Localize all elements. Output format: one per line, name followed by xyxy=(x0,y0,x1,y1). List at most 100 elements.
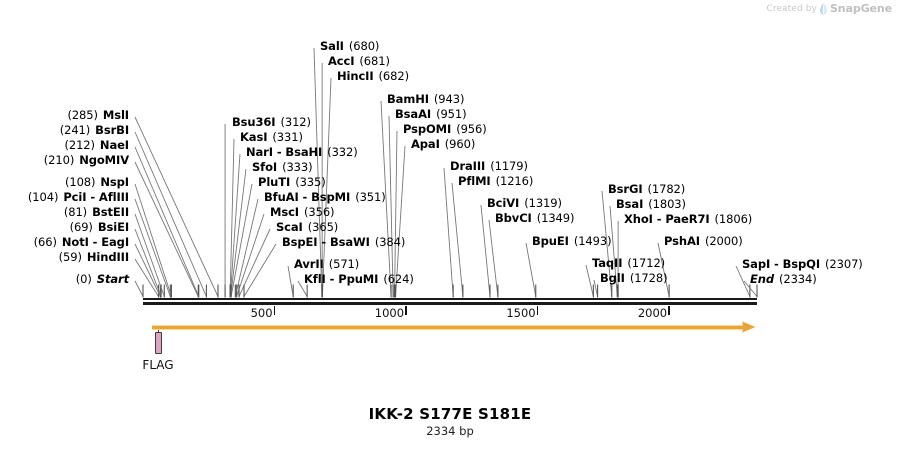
enzyme-label-hincii[interactable]: HincII (682) xyxy=(337,69,410,83)
leader-line-pluti xyxy=(230,183,253,297)
enzyme-position: (624) xyxy=(383,272,414,286)
enzyme-label-bsiei[interactable]: (69) BsiEI xyxy=(69,220,130,234)
enzyme-label-sapi[interactable]: SapI - BspQI (2307) xyxy=(742,257,863,271)
enzyme-name: BpuEI xyxy=(532,234,569,248)
enzyme-label-bbvci[interactable]: BbvCI (1349) xyxy=(495,212,574,224)
ruler-tick xyxy=(668,306,670,315)
enzyme-position: (356) xyxy=(304,205,335,219)
enzyme-label-nari[interactable]: NarI - BsaHI (332) xyxy=(246,145,358,159)
enzyme-position: (956) xyxy=(456,122,487,136)
enzyme-label-kasi[interactable]: KasI (331) xyxy=(240,130,303,144)
enzyme-name-separator: - xyxy=(272,145,286,159)
enzyme-label-bpuei[interactable]: BpuEI (1493) xyxy=(532,234,612,248)
enzyme-label-xhoi[interactable]: XhoI - PaeR7I (1806) xyxy=(624,212,753,226)
enzyme-label-msci[interactable]: MscI (356) xyxy=(270,205,335,219)
leader-line-avrii xyxy=(287,265,294,297)
enzyme-label-bsu36i[interactable]: Bsu36I (312) xyxy=(232,115,311,129)
enzyme-label-kflii[interactable]: KflI - PpuMI (624) xyxy=(304,272,414,286)
enzyme-label-bfuai[interactable]: BfuAI - BspMI (351) xyxy=(264,191,386,203)
enzyme-position: (1806) xyxy=(714,212,753,226)
enzyme-name: SapI xyxy=(742,257,771,271)
ruler-tick-label: 1000 xyxy=(374,306,405,320)
enzyme-name: AflIII xyxy=(98,190,129,204)
enzyme-name-separator: - xyxy=(86,190,99,204)
leader-line-bbvci xyxy=(488,219,499,297)
enzyme-position: (59) xyxy=(58,250,82,264)
leader-line-bsrbi xyxy=(134,131,207,297)
enzyme-label-bsrgi[interactable]: BsrGI (1782) xyxy=(608,183,685,195)
enzyme-name: KasI xyxy=(240,130,268,144)
enzyme-label-bamhi[interactable]: BamHI (943) xyxy=(387,93,464,105)
enzyme-name: MslI xyxy=(102,108,129,122)
enzyme-label-apai[interactable]: ApaI (960) xyxy=(411,138,475,150)
ruler-tick-label: 500 xyxy=(250,306,273,320)
enzyme-label-taqii[interactable]: TaqII (1712) xyxy=(592,257,665,269)
ruler-tick-label: 1500 xyxy=(506,306,536,320)
enzyme-name: Bsu36I xyxy=(232,115,276,129)
enzyme-name: PciI xyxy=(63,190,87,204)
ruler-tick xyxy=(405,306,407,315)
enzyme-name: BciVI xyxy=(487,196,520,210)
enzyme-name: DraIII xyxy=(450,159,486,173)
enzyme-label-end[interactable]: End (2334) xyxy=(750,273,817,285)
enzyme-label-bsai[interactable]: BsaI (1803) xyxy=(616,198,686,210)
enzyme-name: NotI xyxy=(61,235,89,249)
enzyme-label-acci[interactable]: AccI (681) xyxy=(328,54,390,68)
enzyme-position: (66) xyxy=(33,235,57,249)
enzyme-label-bsaai[interactable]: BsaAI (951) xyxy=(395,107,467,121)
enzyme-position: (69) xyxy=(69,220,93,234)
leader-line-bspei xyxy=(243,243,277,297)
enzyme-name: AccI xyxy=(328,54,355,68)
enzyme-label-sali[interactable]: SalI (680) xyxy=(320,40,379,52)
enzyme-label-bcivi[interactable]: BciVI (1319) xyxy=(487,196,562,210)
enzyme-label-ngomiv[interactable]: (210) NgoMIV xyxy=(44,154,129,166)
leader-line-draiii xyxy=(443,167,454,297)
enzyme-label-avrii[interactable]: AvrII (571) xyxy=(294,257,360,271)
enzyme-label-msli[interactable]: (285) MslI xyxy=(67,108,129,122)
enzyme-label-scai[interactable]: ScaI (365) xyxy=(276,220,339,234)
enzyme-position: (682) xyxy=(378,69,410,83)
enzyme-label-hindiii[interactable]: (59) HindIII xyxy=(58,250,129,264)
enzyme-name: BsrBI xyxy=(95,123,129,137)
enzyme-position: (365) xyxy=(307,220,339,234)
enzyme-label-nspi[interactable]: (108) NspI xyxy=(65,176,129,188)
enzyme-name: KflI xyxy=(304,272,326,286)
leader-line-scai xyxy=(238,228,271,297)
flag-feature-box[interactable] xyxy=(155,332,162,354)
snapgene-watermark: Created by SnapGene xyxy=(766,2,892,15)
enzyme-label-pspomi[interactable]: PspOMI (956) xyxy=(403,122,487,136)
enzyme-position: (2000) xyxy=(704,234,743,248)
enzyme-label-sfoi[interactable]: SfoI (333) xyxy=(252,160,313,174)
enzyme-name-separator: - xyxy=(325,272,339,286)
sequence-backbone-bottom xyxy=(143,301,757,305)
enzyme-label-noti[interactable]: (66) NotI - EagI xyxy=(33,235,129,249)
enzyme-name: BglI xyxy=(600,271,625,285)
enzyme-name: BsaAI xyxy=(395,107,432,121)
enzyme-position: (333) xyxy=(282,160,313,174)
enzyme-label-pcii[interactable]: (104) PciI - AflIII xyxy=(28,190,129,204)
leader-line-start xyxy=(134,280,144,297)
enzyme-label-pluti[interactable]: PluTI (335) xyxy=(258,176,326,188)
enzyme-label-pflmi[interactable]: PflMI (1216) xyxy=(458,174,533,188)
enzyme-label-bgli[interactable]: BglI (1728) xyxy=(600,271,668,285)
orf-arrow[interactable] xyxy=(152,321,757,333)
enzyme-label-bspei[interactable]: BspEI - BsaWI (384) xyxy=(282,236,405,248)
enzyme-label-naei[interactable]: (212) NaeI xyxy=(64,139,129,151)
enzyme-position: (571) xyxy=(328,257,360,271)
enzyme-position: (0) xyxy=(75,272,92,286)
enzyme-label-start[interactable]: (0) Start xyxy=(75,272,129,286)
enzyme-label-draiii[interactable]: DraIII (1179) xyxy=(450,159,528,173)
enzyme-name: XhoI xyxy=(624,212,653,226)
leader-line-msli xyxy=(134,116,219,297)
ruler-tick xyxy=(273,306,276,315)
enzyme-name: Start xyxy=(96,272,129,286)
leader-line-bsaai xyxy=(388,115,394,297)
leader-line-noti xyxy=(134,243,161,297)
enzyme-name: ScaI xyxy=(276,220,303,234)
enzyme-label-bsteii[interactable]: (81) BstEII xyxy=(64,206,129,218)
enzyme-label-bsrbi[interactable]: (241) BsrBI xyxy=(60,123,129,137)
enzyme-name: PflMI xyxy=(458,174,491,188)
map-title-block: IKK-2 S177E S181E 2334 bp xyxy=(0,405,900,439)
enzyme-label-pshai[interactable]: PshAI (2000) xyxy=(664,234,743,248)
leader-line-bcivi xyxy=(480,204,491,297)
